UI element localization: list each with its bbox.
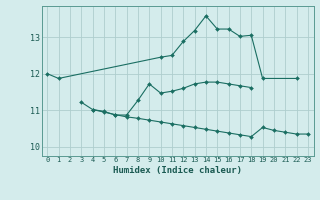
- X-axis label: Humidex (Indice chaleur): Humidex (Indice chaleur): [113, 166, 242, 175]
